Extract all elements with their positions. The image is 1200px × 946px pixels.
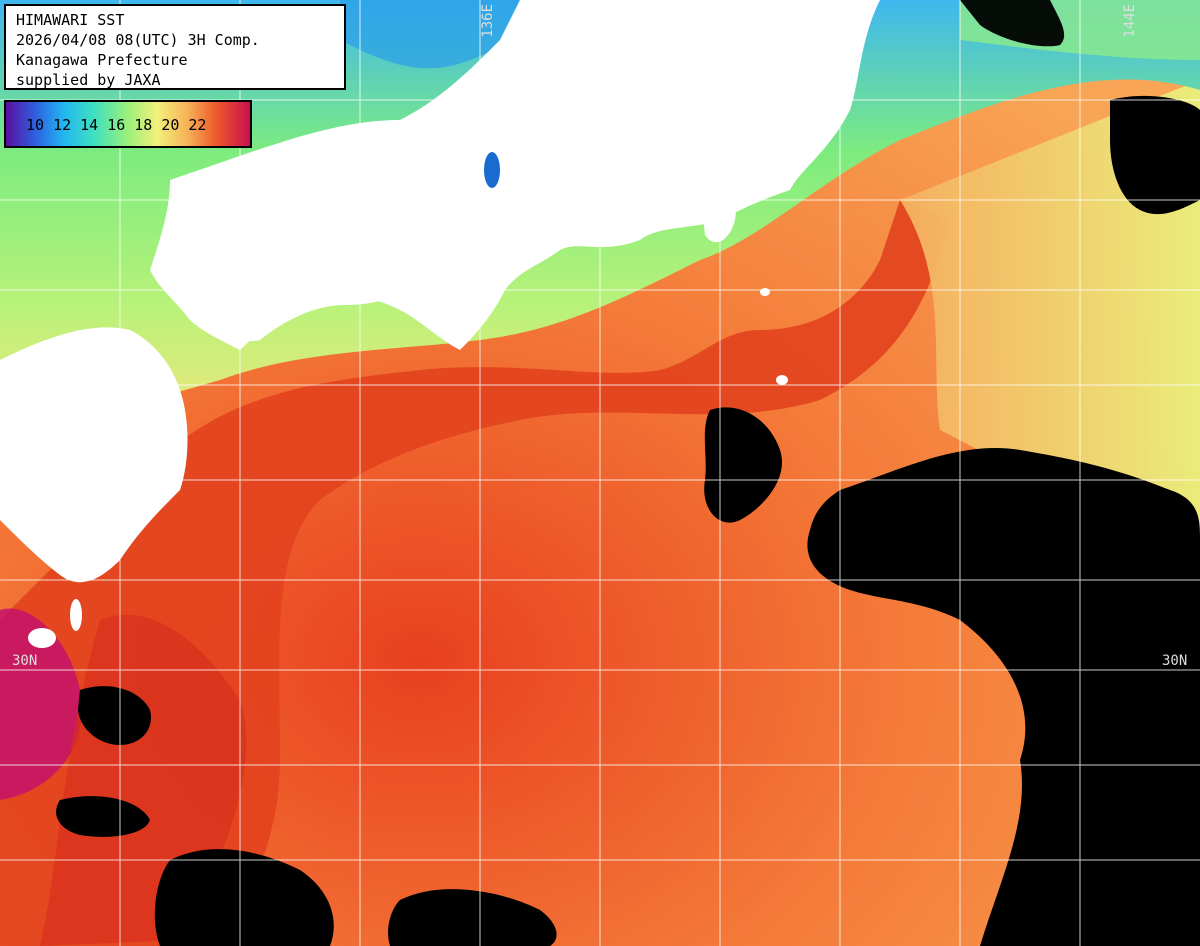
info-supplier: supplied by JAXA	[16, 71, 161, 89]
info-agency: Kanagawa Prefecture	[16, 51, 188, 69]
shikoku-land	[200, 250, 410, 341]
lat-label-30n-left: 30N	[12, 653, 38, 669]
island-1	[28, 628, 56, 648]
lat-label-30n-right: 30N	[1162, 653, 1188, 669]
izu-land	[700, 188, 736, 243]
lon-label-136e: 136E	[480, 4, 496, 38]
legend-labels: 10 12 14 16 18 20 22	[26, 116, 215, 134]
info-timestamp: 2026/04/08 08(UTC) 3H Comp.	[16, 31, 260, 49]
legend-colorbar	[6, 102, 250, 146]
island-3	[776, 375, 788, 385]
legend-tick: 14	[80, 116, 99, 134]
temperature-legend: 10 12 14 16 18 20 22	[4, 100, 252, 148]
legend-tick: 18	[134, 116, 153, 134]
legend-tick: 22	[188, 116, 207, 134]
cloud-s	[388, 889, 557, 946]
legend-tick: 20	[161, 116, 180, 134]
cloud-w2	[56, 796, 150, 837]
info-title: HIMAWARI SST	[16, 11, 125, 29]
island-4	[760, 288, 770, 296]
cloud-w	[78, 686, 151, 745]
legend-tick: 16	[107, 116, 126, 134]
cloud-mid	[704, 407, 782, 523]
island-2	[70, 599, 82, 631]
map-info-box: HIMAWARI SST 2026/04/08 08(UTC) 3H Comp.…	[4, 4, 346, 90]
cloud-sw	[154, 849, 334, 946]
top-land	[560, 0, 680, 22]
kyushu-land	[0, 327, 188, 583]
legend-tick: 12	[53, 116, 72, 134]
lake-biwa	[484, 152, 500, 188]
magenta-core	[0, 608, 82, 800]
cloud-east	[807, 448, 1200, 946]
lon-label-144e: 144E	[1122, 4, 1138, 38]
cloud-ne	[1110, 95, 1200, 215]
legend-tick: 10	[26, 116, 45, 134]
cloud-top-right	[960, 0, 1065, 47]
